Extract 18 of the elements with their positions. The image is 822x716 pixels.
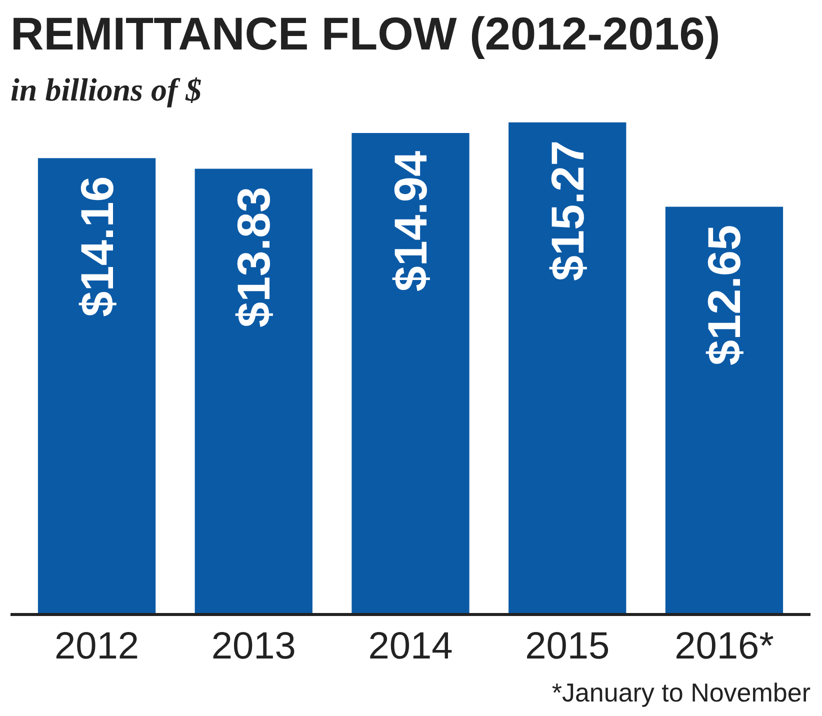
bar: [38, 158, 156, 614]
data-label: $12.65: [698, 224, 750, 366]
chart-title: REMITTANCE FLOW (2012-2016): [10, 8, 720, 60]
x-tick-label: 2013: [211, 626, 296, 668]
bar: [665, 206, 784, 614]
bar: [508, 122, 626, 614]
x-tick-label: 2012: [54, 626, 140, 668]
text: *January to November: [552, 678, 811, 708]
x-tick-label: 2014: [368, 626, 453, 668]
data-label: $13.83: [228, 186, 280, 328]
data-label: $14.94: [384, 150, 436, 292]
chart-subtitle: in billions of $: [10, 72, 202, 108]
x-tick-label: 2016*: [674, 626, 774, 668]
data-label: $15.27: [541, 140, 594, 282]
bar: [194, 168, 312, 614]
bar: [352, 132, 470, 614]
data-label: $14.16: [70, 176, 123, 317]
x-tick-label: 2015: [525, 626, 610, 668]
